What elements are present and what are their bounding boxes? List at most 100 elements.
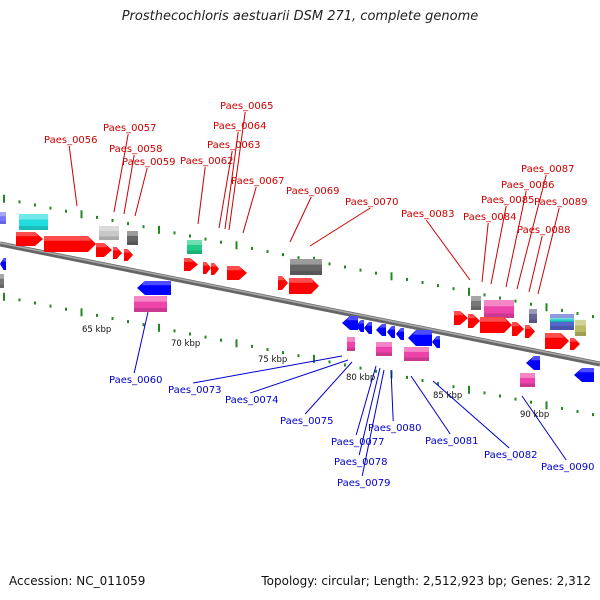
forward-gene-label[interactable]: Paes_0063 xyxy=(207,140,261,151)
forward-gene-arrow[interactable] xyxy=(480,317,512,333)
gene-block[interactable] xyxy=(376,342,384,356)
forward-gene-label[interactable]: Paes_0057 xyxy=(103,123,157,134)
reverse-gene-label[interactable]: Paes_0080 xyxy=(368,423,422,434)
reverse-gene-arrow[interactable] xyxy=(432,336,440,348)
leader-line xyxy=(361,369,385,477)
leader-line xyxy=(193,355,343,384)
forward-gene-arrow[interactable] xyxy=(468,314,480,328)
forward-gene-label[interactable]: Paes_0086 xyxy=(501,180,555,191)
forward-gene-arrow[interactable] xyxy=(227,266,247,280)
forward-gene-label[interactable]: Paes_0062 xyxy=(180,156,234,167)
forward-gene-label[interactable]: Paes_0067 xyxy=(231,176,285,187)
forward-gene-label[interactable]: Paes_0064 xyxy=(213,121,267,132)
gene-block[interactable] xyxy=(520,373,535,387)
forward-gene-arrow[interactable] xyxy=(203,262,211,274)
genome-backbone xyxy=(0,241,600,367)
forward-gene-label[interactable]: Paes_0058 xyxy=(109,144,163,155)
leader-line xyxy=(390,369,394,422)
forward-gene-arrow[interactable] xyxy=(289,278,319,294)
leader-line xyxy=(68,145,78,207)
forward-gene-arrow[interactable] xyxy=(454,311,468,325)
leader-line xyxy=(355,365,377,436)
leader-line xyxy=(134,167,148,217)
scale-label: 65 kbp xyxy=(82,325,111,335)
reverse-gene-arrow[interactable] xyxy=(376,324,386,336)
scale-label: 70 kbp xyxy=(171,339,200,349)
reverse-gene-arrow[interactable] xyxy=(408,330,432,346)
gene-block[interactable] xyxy=(127,231,138,245)
reverse-gene-arrow[interactable] xyxy=(356,320,364,332)
reverse-gene-label[interactable]: Paes_0060 xyxy=(109,375,163,386)
gene-block[interactable] xyxy=(529,309,537,323)
reverse-gene-arrow[interactable] xyxy=(137,281,171,295)
reverse-gene-label[interactable]: Paes_0090 xyxy=(541,462,595,473)
forward-gene-arrow[interactable] xyxy=(113,247,122,259)
forward-gene-arrow[interactable] xyxy=(184,258,198,271)
forward-gene-label[interactable]: Paes_0088 xyxy=(517,225,571,236)
forward-gene-label[interactable]: Paes_0087 xyxy=(521,164,575,175)
forward-gene-arrow[interactable] xyxy=(278,276,288,290)
gene-block[interactable] xyxy=(0,274,4,288)
forward-gene-arrow[interactable] xyxy=(211,263,219,275)
leader-line xyxy=(304,361,353,415)
forward-gene-arrow[interactable] xyxy=(545,333,569,349)
reverse-gene-arrow[interactable] xyxy=(387,326,395,338)
forward-gene-label[interactable]: Paes_0069 xyxy=(286,186,340,197)
reverse-gene-arrow[interactable] xyxy=(364,322,372,334)
forward-gene-label[interactable]: Paes_0085 xyxy=(481,195,535,206)
leader-line xyxy=(481,222,489,283)
forward-gene-label[interactable]: Paes_0070 xyxy=(345,197,399,208)
gene-block[interactable] xyxy=(575,320,586,336)
gene-block[interactable] xyxy=(99,226,119,240)
forward-gene-label[interactable]: Paes_0056 xyxy=(44,135,98,146)
leader-line xyxy=(197,166,206,225)
forward-gene-arrow[interactable] xyxy=(44,236,96,252)
forward-gene-arrow[interactable] xyxy=(525,325,535,338)
forward-gene-arrow[interactable] xyxy=(124,249,133,261)
gene-block[interactable] xyxy=(550,318,574,322)
forward-gene-arrow[interactable] xyxy=(512,322,524,336)
forward-gene-arrow[interactable] xyxy=(96,243,112,257)
gene-block[interactable] xyxy=(384,342,392,356)
reverse-gene-arrow[interactable] xyxy=(574,368,594,382)
gene-block[interactable] xyxy=(404,347,429,361)
reverse-gene-arrow[interactable] xyxy=(0,258,6,270)
scale-label: 90 kbp xyxy=(520,410,549,420)
leader-line xyxy=(358,367,381,456)
gene-block[interactable] xyxy=(19,214,48,230)
label-leader-lines xyxy=(68,111,567,477)
leader-line xyxy=(228,111,246,231)
forward-gene-label[interactable]: Paes_0065 xyxy=(220,101,274,112)
leader-line xyxy=(528,235,543,293)
forward-gene-label[interactable]: Paes_0084 xyxy=(463,212,517,223)
gene-block[interactable] xyxy=(187,240,202,254)
forward-gene-arrow[interactable] xyxy=(570,338,580,350)
reverse-gene-label[interactable]: Paes_0075 xyxy=(280,416,334,427)
forward-gene-arrow[interactable] xyxy=(16,232,43,246)
reverse-gene-arrow[interactable] xyxy=(396,328,404,340)
forward-gene-label[interactable]: Paes_0083 xyxy=(401,209,455,220)
reverse-gene-label[interactable]: Paes_0073 xyxy=(168,385,222,396)
reverse-gene-label[interactable]: Paes_0074 xyxy=(225,395,279,406)
topology-text: Topology: circular; Length: 2,512,923 bp… xyxy=(261,574,591,588)
reverse-gene-label[interactable]: Paes_0079 xyxy=(337,478,391,489)
leader-line xyxy=(133,311,149,374)
gene-block[interactable] xyxy=(484,300,514,318)
gene-block[interactable] xyxy=(134,296,167,312)
gene-block[interactable] xyxy=(471,296,481,310)
gene-block[interactable] xyxy=(347,337,355,351)
gene-block[interactable] xyxy=(0,212,6,224)
reverse-gene-arrow[interactable] xyxy=(342,316,358,330)
leader-line xyxy=(521,395,567,461)
leader-line xyxy=(242,186,257,234)
reverse-gene-label[interactable]: Paes_0078 xyxy=(334,457,388,468)
reverse-gene-label[interactable]: Paes_0081 xyxy=(425,436,479,447)
forward-gene-label[interactable]: Paes_0089 xyxy=(534,197,588,208)
gene-block[interactable] xyxy=(290,259,322,275)
leader-line xyxy=(224,131,239,230)
reverse-gene-label[interactable]: Paes_0082 xyxy=(484,450,538,461)
reverse-gene-arrow[interactable] xyxy=(526,356,540,370)
reverse-gene-label[interactable]: Paes_0077 xyxy=(331,437,385,448)
leader-line xyxy=(505,190,527,288)
forward-gene-label[interactable]: Paes_0059 xyxy=(122,157,176,168)
